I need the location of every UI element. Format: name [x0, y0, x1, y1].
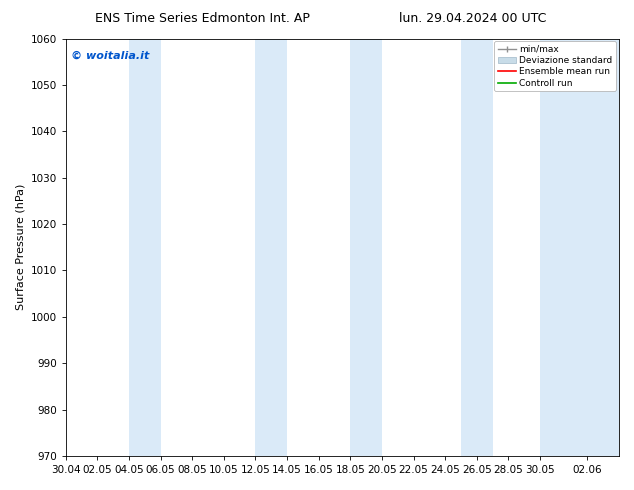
Bar	[540, 39, 619, 456]
Bar	[461, 39, 493, 456]
Text: © woitalia.it: © woitalia.it	[72, 51, 150, 61]
Text: lun. 29.04.2024 00 UTC: lun. 29.04.2024 00 UTC	[399, 12, 547, 25]
Y-axis label: Surface Pressure (hPa): Surface Pressure (hPa)	[15, 184, 25, 311]
Bar	[129, 39, 160, 456]
Bar	[351, 39, 382, 456]
Bar	[256, 39, 287, 456]
Text: ENS Time Series Edmonton Int. AP: ENS Time Series Edmonton Int. AP	[95, 12, 310, 25]
Legend: min/max, Deviazione standard, Ensemble mean run, Controll run: min/max, Deviazione standard, Ensemble m…	[494, 41, 616, 91]
